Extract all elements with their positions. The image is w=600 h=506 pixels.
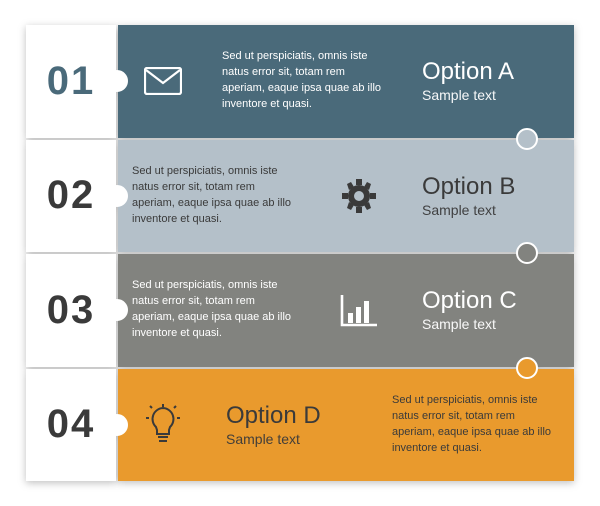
body-tile: Sed ut perspiciatis, omnis iste natus er… — [378, 369, 574, 482]
step-number: 04 — [47, 402, 96, 447]
step-number: 01 — [47, 59, 96, 104]
option-subtitle: Sample text — [422, 202, 496, 218]
row-04: 04 Option — [26, 369, 574, 482]
icon-tile — [314, 140, 404, 253]
puzzle-knob — [516, 242, 538, 264]
gear-icon — [339, 176, 379, 216]
option-title: Option C — [422, 288, 517, 314]
row-02: 02 Sed ut perspiciatis, omnis iste natus… — [26, 140, 574, 253]
number-tile: 04 — [26, 369, 116, 482]
row-01: 01 Sed ut perspiciatis, omnis iste natus… — [26, 25, 574, 138]
option-subtitle: Sample text — [422, 316, 496, 332]
option-subtitle: Sample text — [422, 87, 496, 103]
step-number: 03 — [47, 288, 96, 333]
icon-tile — [314, 254, 404, 367]
step-number: 02 — [47, 173, 96, 218]
body-text: Sed ut perspiciatis, omnis iste natus er… — [132, 164, 300, 228]
number-tile: 02 — [26, 140, 116, 253]
body-text: Sed ut perspiciatis, omnis iste natus er… — [222, 49, 390, 113]
option-title: Option A — [422, 59, 514, 85]
body-text: Sed ut perspiciatis, omnis iste natus er… — [392, 393, 560, 457]
option-title: Option B — [422, 174, 515, 200]
lightbulb-icon — [146, 404, 180, 446]
body-tile: Sed ut perspiciatis, omnis iste natus er… — [118, 254, 314, 367]
puzzle-knob — [106, 414, 128, 436]
title-tile: Option D Sample text — [208, 369, 378, 482]
puzzle-knob — [106, 70, 128, 92]
envelope-icon — [144, 67, 182, 95]
option-subtitle: Sample text — [226, 431, 300, 447]
body-tile: Sed ut perspiciatis, omnis iste natus er… — [118, 140, 314, 253]
number-tile: 03 — [26, 254, 116, 367]
icon-tile — [118, 25, 208, 138]
puzzle-knob — [516, 357, 538, 379]
title-tile: Option A Sample text — [404, 25, 574, 138]
icon-tile — [118, 369, 208, 482]
option-title: Option D — [226, 403, 321, 429]
title-tile: Option B Sample text — [404, 140, 574, 253]
puzzle-knob — [106, 185, 128, 207]
title-tile: Option C Sample text — [404, 254, 574, 367]
puzzle-knob — [516, 128, 538, 150]
row-03: 03 Sed ut perspiciatis, omnis iste natus… — [26, 254, 574, 367]
number-tile: 01 — [26, 25, 116, 138]
infographic-board: 01 Sed ut perspiciatis, omnis iste natus… — [26, 25, 574, 481]
body-text: Sed ut perspiciatis, omnis iste natus er… — [132, 278, 300, 342]
bar-chart-icon — [339, 293, 379, 327]
puzzle-knob — [106, 299, 128, 321]
body-tile: Sed ut perspiciatis, omnis iste natus er… — [208, 25, 404, 138]
